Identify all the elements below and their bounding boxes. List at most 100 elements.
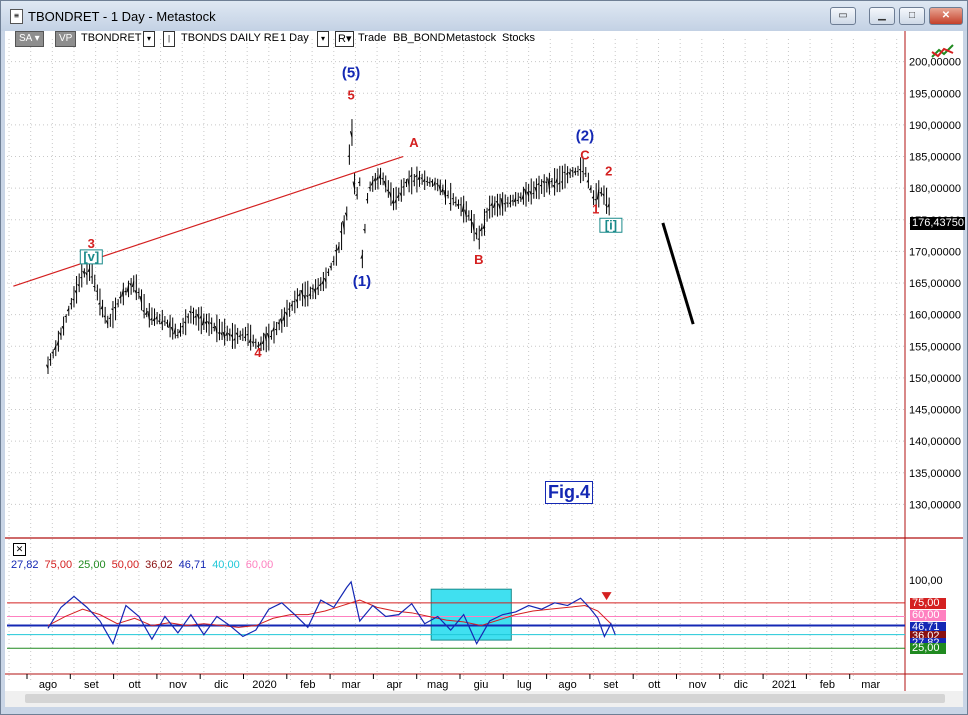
price-bar-open — [440, 188, 444, 193]
price-bar-open — [586, 179, 589, 183]
wave-label: (1) — [353, 273, 371, 290]
price-bar-open — [183, 321, 187, 324]
trend-line — [13, 155, 404, 287]
price-bar-open — [191, 311, 194, 314]
price-bar-open — [370, 181, 374, 186]
indicator-legend-value: 27,82 — [11, 559, 39, 571]
price-bar-open — [103, 315, 106, 318]
price-bar-open — [311, 287, 314, 290]
month-tick-label: dic — [214, 679, 229, 691]
chart-area[interactable]: 200,00000 195,00000 190,00000 185,00000 180,… — [5, 31, 965, 707]
price-bar-open — [428, 181, 431, 184]
symbol-dropdown-icon[interactable]: ▾ — [143, 31, 155, 47]
price-bar-open — [487, 208, 491, 211]
close-icon[interactable]: ✕ — [929, 7, 963, 25]
price-bar-open — [571, 170, 574, 172]
price-bar-open — [233, 338, 236, 341]
trend-line — [661, 222, 695, 325]
price-bar-open — [285, 311, 288, 316]
price-bar-open — [59, 332, 62, 336]
month-tick-label: giu — [474, 679, 489, 691]
price-bar-open — [144, 312, 148, 316]
price-bar-open — [391, 199, 395, 204]
month-tick-label: nov — [169, 679, 187, 691]
trade-label[interactable]: Trade — [358, 32, 387, 44]
price-bar-open — [373, 177, 376, 182]
price-bar-open — [594, 198, 597, 201]
price-bar-open — [472, 222, 475, 232]
price-bar-open — [438, 184, 441, 191]
price-bar-open — [222, 331, 226, 339]
r-button[interactable]: R▾ — [335, 31, 355, 47]
price-bar-open — [383, 180, 387, 188]
price-bar-open — [256, 345, 259, 348]
month-tick-label: ago — [39, 679, 57, 691]
price-bar-open — [568, 171, 571, 176]
price-bar-open — [521, 194, 524, 200]
price-bar-open — [365, 198, 368, 201]
price-bar-open — [607, 203, 610, 208]
scrollbar-thumb[interactable] — [25, 694, 945, 703]
price-bar-open — [479, 227, 483, 232]
symbol-label: TBONDRET — [81, 32, 142, 44]
price-bar-open — [513, 197, 517, 203]
wave-label: [v] — [83, 249, 99, 264]
app-label: Metastock — [446, 32, 497, 44]
price-bar-open — [552, 184, 556, 189]
sa-button[interactable]: SA ▾ — [15, 31, 44, 47]
price-bar-open — [266, 333, 270, 339]
chart-settings-icon[interactable] — [930, 41, 956, 61]
price-bar-open — [150, 317, 153, 321]
chart-canvas[interactable]: 200,00000 195,00000 190,00000 185,00000 180,… — [5, 31, 963, 691]
price-bar-open — [303, 294, 306, 300]
price-bar-open — [337, 245, 340, 251]
price-bar-open — [375, 176, 379, 181]
price-bar-open — [129, 282, 132, 286]
price-bar-open — [290, 303, 293, 307]
price-bar-open — [492, 202, 496, 208]
price-bar-open — [248, 338, 252, 343]
price-bar-open — [469, 218, 472, 221]
price-bar-open — [357, 181, 361, 184]
restore-icon[interactable]: ▭ — [830, 7, 856, 25]
minimize-icon[interactable]: ▁ — [869, 7, 895, 25]
price-bar-open — [264, 333, 267, 341]
period-dropdown-icon[interactable]: ▾ — [317, 31, 329, 47]
indicator-close-icon[interactable]: ✕ — [13, 543, 26, 556]
price-bar-open — [381, 177, 384, 180]
indicator-legend-value: 60,00 — [245, 559, 274, 571]
price-bar-open — [557, 182, 561, 185]
price-bar-open — [118, 296, 122, 299]
price-bar-open — [454, 201, 457, 204]
price-bar-open — [188, 310, 192, 314]
price-bar-open — [147, 310, 150, 320]
horizontal-scrollbar[interactable] — [5, 691, 963, 707]
month-tick-label: set — [604, 679, 619, 691]
price-bar-open — [241, 334, 244, 336]
vp-button[interactable]: VP — [55, 31, 77, 47]
price-bar-open — [349, 131, 353, 138]
price-bar-open — [537, 182, 540, 186]
month-tick-label: apr — [386, 679, 402, 691]
price-bar-open — [404, 181, 407, 184]
description-label: TBONDS DAILY RE — [181, 32, 280, 44]
price-tick-label: 160,00000 — [909, 310, 961, 322]
price-tick-label: 170,00000 — [909, 246, 961, 258]
price-bar-open — [524, 188, 527, 196]
month-tick-label: nov — [689, 679, 707, 691]
price-bar-open — [300, 289, 304, 296]
price-bar-open — [511, 199, 514, 202]
title-bar[interactable]: ≡ TBONDRET - 1 Day - Metastock ▭ ▁ □ ✕ — [1, 1, 967, 31]
oscillator-value-tag: 25,00 — [910, 643, 946, 655]
price-bar-open — [347, 155, 350, 158]
price-bar-open — [254, 341, 257, 344]
price-bar-open — [596, 189, 600, 200]
month-tick-label: 2021 — [772, 679, 796, 691]
price-bar-open — [199, 315, 202, 319]
price-bar-open — [100, 305, 104, 310]
price-bar-open — [282, 315, 285, 321]
window-title: TBONDRET - 1 Day - Metastock — [28, 9, 216, 24]
price-bar-open — [181, 325, 184, 328]
maximize-icon[interactable]: □ — [899, 7, 925, 25]
indicator-legend-value: 46,71 — [178, 559, 207, 571]
